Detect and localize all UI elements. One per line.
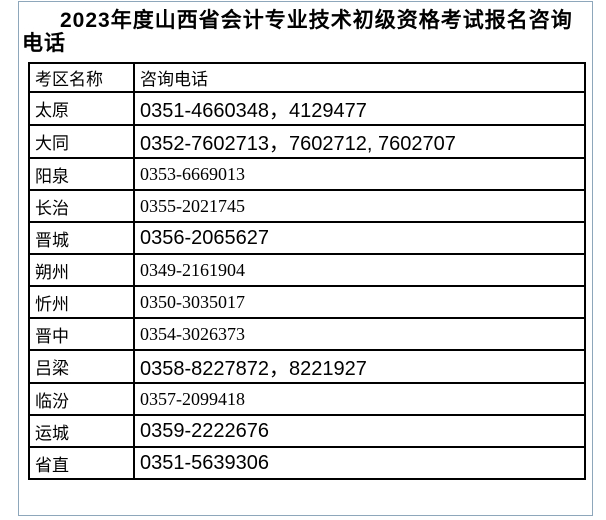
phone-cell: 0355-2021745 (133, 189, 586, 223)
district-cell: 省直 (28, 446, 135, 480)
district-cell: 晋城 (28, 221, 135, 255)
page-title: 2023年度山西省会计专业技术初级资格考试报名咨询电话 (22, 9, 573, 55)
phone-cell: 0359-2222676 (133, 414, 586, 448)
district-cell: 朔州 (28, 253, 135, 287)
district-cell: 吕梁 (28, 349, 135, 384)
district-cell: 阳泉 (28, 157, 135, 191)
column-header-phone: 咨询电话 (133, 62, 586, 93)
phone-cell: 0349-2161904 (133, 253, 586, 287)
phone-cell: 0352-7602713，7602712, 7602707 (133, 124, 586, 159)
phone-cell: 0356-2065627 (133, 221, 586, 255)
table-row: 大同 0352-7602713，7602712, 7602707 (28, 124, 586, 159)
document-body: 2023年度山西省会计专业技术初级资格考试报名咨询电话 考区名称 咨询电话 太原… (19, 2, 592, 480)
table-row: 临汾 0357-2099418 (28, 382, 586, 416)
district-cell: 太原 (28, 91, 135, 126)
column-header-district: 考区名称 (28, 62, 135, 93)
table-row: 省直 0351-5639306 (28, 446, 586, 480)
phone-cell: 0351-5639306 (133, 446, 586, 480)
table-row: 吕梁 0358-8227872，8221927 (28, 349, 586, 384)
district-cell: 大同 (28, 124, 135, 159)
document-frame: 2023年度山西省会计专业技术初级资格考试报名咨询电话 考区名称 咨询电话 太原… (18, 1, 593, 516)
table-row: 朔州 0349-2161904 (28, 253, 586, 287)
phone-cell: 0350-3035017 (133, 285, 586, 319)
phone-cell: 0358-8227872，8221927 (133, 349, 586, 384)
table-row: 忻州 0350-3035017 (28, 285, 586, 319)
table-row: 运城 0359-2222676 (28, 414, 586, 448)
table-row: 晋中 0354-3026373 (28, 317, 586, 351)
phone-table: 考区名称 咨询电话 太原 0351-4660348，4129477 大同 0352-7… (28, 62, 586, 480)
district-cell: 临汾 (28, 382, 135, 416)
phone-cell: 0351-4660348，4129477 (133, 91, 586, 126)
phone-cell: 0353-6669013 (133, 157, 586, 191)
table-row: 阳泉 0353-6669013 (28, 157, 586, 191)
phone-cell: 0354-3026373 (133, 317, 586, 351)
table-row: 太原 0351-4660348，4129477 (28, 91, 586, 126)
table-header-row: 考区名称 咨询电话 (28, 62, 586, 93)
district-cell: 运城 (28, 414, 135, 448)
table-row: 晋城 0356-2065627 (28, 221, 586, 255)
district-cell: 长治 (28, 189, 135, 223)
district-cell: 晋中 (28, 317, 135, 351)
phone-cell: 0357-2099418 (133, 382, 586, 416)
district-cell: 忻州 (28, 285, 135, 319)
table-row: 长治 0355-2021745 (28, 189, 586, 223)
